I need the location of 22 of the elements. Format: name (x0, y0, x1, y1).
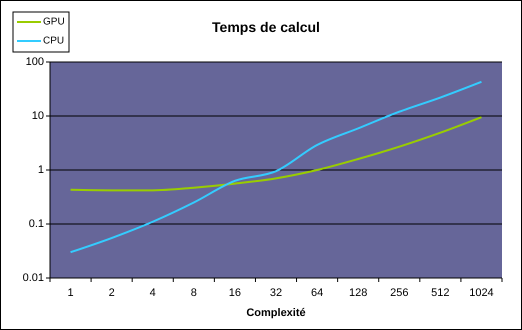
y-tick-label: 10 (32, 110, 44, 122)
legend-label: GPU (43, 16, 65, 28)
x-tick-label: 4 (150, 287, 156, 299)
x-axis-title: Complexité (246, 307, 306, 319)
y-tick-label: 1 (38, 164, 44, 176)
x-tick-label: 64 (310, 287, 324, 299)
x-tick-label: 128 (349, 287, 368, 299)
x-tick-label: 512 (431, 287, 450, 299)
x-tick-label: 16 (228, 287, 242, 299)
x-tick-label: 1 (67, 287, 74, 299)
x-tick-label: 256 (390, 287, 408, 299)
y-tick-label: 0.1 (28, 218, 44, 230)
y-tick-label: 100 (26, 56, 44, 68)
y-tick-label: 0.01 (22, 272, 44, 284)
line-series (70, 116, 482, 192)
x-tick-label: 2 (108, 287, 115, 299)
x-tick-label: 1024 (469, 287, 494, 299)
x-tick-label: 8 (190, 287, 197, 299)
chart-title: Temps de calcul (212, 19, 320, 35)
x-tick-label: 32 (270, 287, 282, 299)
line-series (70, 80, 482, 254)
legend-label: CPU (43, 36, 64, 46)
